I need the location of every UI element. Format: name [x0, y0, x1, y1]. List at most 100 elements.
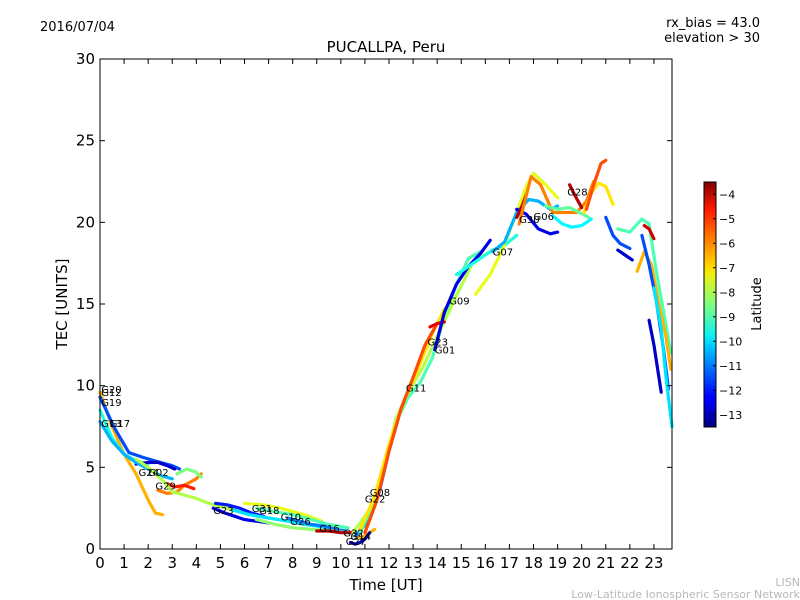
x-tick-label: 14	[428, 554, 447, 572]
x-tick-label: 18	[524, 554, 543, 572]
y-axis-label: TEC [UNITS]	[53, 259, 71, 351]
tec-track-18	[348, 531, 372, 546]
elevation-label: elevation > 30	[664, 31, 760, 46]
colorbar-tick-label: −4	[719, 188, 735, 201]
y-tick-label: 20	[76, 213, 95, 231]
x-tick-label: 22	[620, 554, 639, 572]
colorbar-ticks: −4 −5 −6 −7 −8 −9 −10 −11 −12 −13	[713, 188, 742, 422]
x-tick-label: 17	[500, 554, 519, 572]
colorbar-tick-label: −6	[719, 237, 735, 250]
tec-track-4	[98, 420, 174, 481]
tec-track-31	[517, 175, 596, 226]
x-tick-label: 12	[379, 554, 398, 572]
rx-bias-label: rx_bias = 43.0	[666, 16, 760, 31]
watermark-lisn: LISN	[775, 576, 800, 589]
y-tick-label: 25	[76, 132, 95, 150]
x-tick-label: 10	[331, 554, 350, 572]
satellite-label-g26: G26	[290, 517, 310, 528]
y-tick-label: 30	[76, 50, 95, 68]
satellite-label-g22: G22	[365, 494, 385, 505]
x-tick-label: 16	[476, 554, 495, 572]
tec-track-8	[175, 467, 203, 479]
satellite-label-g01: G01	[435, 346, 455, 357]
tec-track-44	[652, 286, 674, 429]
tec-track-14	[286, 516, 348, 533]
satellite-label-g02: G02	[148, 468, 168, 479]
colorbar-tick-label: −8	[719, 286, 735, 299]
x-axis: 0 1 2 3 4 5 6 7 8 9 10 11 12 13 14 15 16 17 18 19 20 21 22 23	[95, 59, 663, 572]
date-label: 2016/07/04	[40, 20, 115, 35]
satellite-label-g31: G31	[252, 504, 272, 515]
satellite-label-g30: G30	[519, 215, 539, 226]
colorbar-tick-label: −9	[719, 311, 735, 324]
colorbar-tick-label: −12	[719, 384, 742, 397]
plot-frame	[99, 58, 673, 550]
tec-track-23	[363, 322, 439, 535]
satellite-label-g10: G10	[281, 512, 301, 523]
tec-track-11	[242, 501, 324, 523]
x-axis-label: Time [UT]	[348, 576, 422, 594]
tec-track-7	[134, 457, 247, 515]
x-tick-label: 21	[596, 554, 615, 572]
y-axis: 0 5 10 15 20 25 30	[76, 50, 672, 558]
x-tick-label: 19	[548, 554, 567, 572]
tec-track-17	[353, 527, 377, 540]
x-tick-label: 13	[404, 554, 423, 572]
tec-track-43	[647, 318, 663, 394]
data-marks	[98, 158, 674, 546]
satellite-label-g23: G23	[213, 506, 233, 517]
chart-title: PUCALLPA, Peru	[327, 38, 446, 56]
satellite-label-g18: G18	[259, 506, 279, 517]
satellite-label-g20: G20	[101, 385, 121, 396]
satellite-label-g27: G27	[346, 537, 366, 548]
x-tick-label: 23	[644, 554, 663, 572]
satellite-label-g07: G07	[493, 248, 513, 259]
colorbar-tick-label: −11	[719, 360, 742, 373]
x-tick-label: 11	[355, 554, 374, 572]
tec-track-39	[616, 217, 673, 355]
x-tick-label: 4	[192, 554, 202, 572]
satellite-label-g28: G28	[567, 187, 587, 198]
colorbar-tick-label: −10	[719, 335, 742, 348]
x-tick-label: 9	[312, 554, 322, 572]
tec-track-37	[604, 215, 632, 251]
tec-track-33	[551, 214, 593, 229]
satellite-label-g29: G29	[155, 481, 175, 492]
colorbar-label: Latitude	[750, 277, 765, 331]
colorbar-tick-label: −7	[719, 262, 735, 275]
satellite-label-g32: G32	[343, 529, 363, 540]
tec-track-25	[433, 238, 492, 352]
satellite-label-g06: G06	[534, 212, 554, 223]
tec-track-32	[543, 204, 591, 219]
y-tick-label: 5	[85, 458, 95, 476]
tec-track-36	[584, 158, 608, 211]
satellite-label-g12: G12	[101, 388, 121, 399]
x-tick-label: 8	[288, 554, 298, 572]
satellite-label-g17: G17	[110, 419, 130, 430]
tec-track-12	[254, 506, 350, 530]
x-tick-label: 5	[216, 554, 226, 572]
tec-track-34	[567, 183, 584, 210]
colorbar: −4 −5 −6 −7 −8 −9 −10 −11 −12 −13	[703, 181, 742, 428]
x-tick-label: 0	[95, 554, 105, 572]
tec-track-26	[454, 233, 519, 277]
tec-track-1	[98, 395, 182, 471]
satellite-label-g16: G16	[319, 524, 339, 535]
y-tick-label: 0	[85, 540, 95, 558]
satellite-label-g09: G09	[449, 297, 469, 308]
colorbar-tick-label: −5	[719, 213, 735, 226]
tec-track-27	[474, 171, 560, 296]
satellite-label-g13: G13	[101, 419, 121, 430]
tec-track-10	[214, 501, 266, 518]
tec-track-5	[156, 472, 203, 496]
satellite-label-g24: G24	[139, 468, 159, 479]
x-tick-label: 15	[452, 554, 471, 572]
y-tick-label: 10	[76, 377, 95, 395]
colorbar-tick-label: −13	[719, 409, 742, 422]
x-tick-label: 2	[143, 554, 153, 572]
tec-track-6	[165, 482, 196, 491]
tec-track-40	[642, 224, 656, 241]
satellite-label-g08: G08	[370, 488, 390, 499]
